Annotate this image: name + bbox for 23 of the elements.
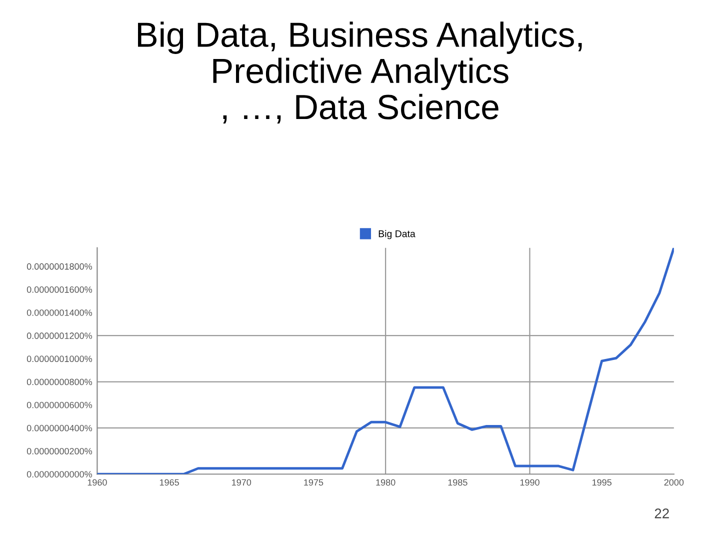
y-tick-label: 0.0000001000% [26,356,92,362]
x-tick-label: 1970 [232,479,252,486]
y-tick-label: 0.0000001600% [26,286,92,293]
legend-label: Big Data [378,230,416,240]
y-tick-label: 0.0000000200% [26,448,92,454]
x-tick-label: 1980 [376,479,396,486]
y-tick-label: 0.0000001400% [26,309,92,316]
line-series [97,248,674,474]
chart-title: Big Data, Business Analytics, Predictive Analytics , …, Data Science [138,22,582,124]
y-tick-label: 0.0000001200% [26,332,92,339]
y-tick-label: 0.0000000600% [26,402,92,408]
y-tick-label: 0.0000000400% [26,424,92,432]
y-tick-label: 0.0000000000% [26,471,92,478]
x-tick-label: 1965 [160,479,179,486]
x-tick-label: 1995 [592,479,612,486]
x-tick-label: 1990 [520,479,540,486]
x-tick-label: 1975 [304,479,324,486]
y-tick-label: 0.0000001800% [26,263,92,270]
x-tick-label: 2000 [664,479,684,486]
y-tick-label: 0.0000000800% [26,378,92,386]
x-tick-label: 1960 [88,479,107,486]
x-tick-label: 1985 [448,479,468,486]
text: 22 [654,508,669,518]
